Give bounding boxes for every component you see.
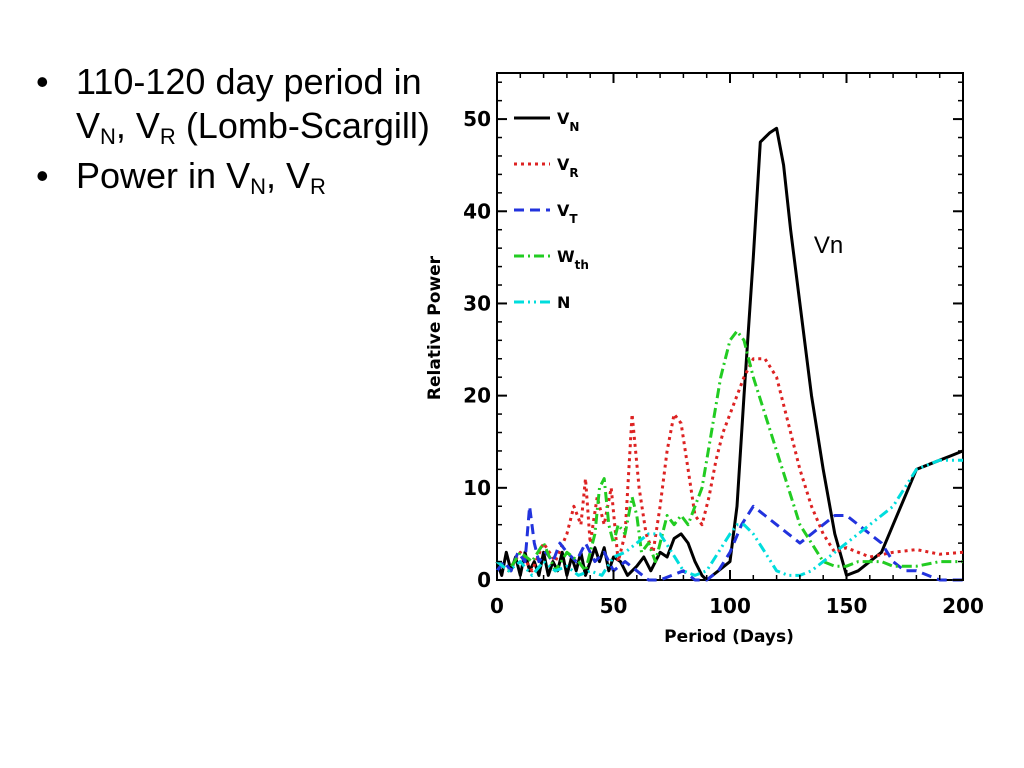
bullet-dot: • xyxy=(36,61,49,102)
y-tick-label: 30 xyxy=(463,291,491,315)
y-tick-label: 20 xyxy=(463,384,491,408)
legend-label: VR xyxy=(557,155,579,180)
legend-label: Wth xyxy=(557,247,589,272)
subscript: N xyxy=(100,124,116,149)
legend-subscript: th xyxy=(575,258,589,272)
bullet-text: 110-120 day period in V xyxy=(76,61,422,146)
series-line xyxy=(495,504,963,582)
legend-label: VN xyxy=(557,109,579,134)
series-line xyxy=(495,126,964,582)
plot-frame xyxy=(496,72,964,581)
bullet-text: , V xyxy=(265,155,310,196)
x-axis-label: Period (Days) xyxy=(664,627,794,647)
legend: VN VR VT Wth N xyxy=(514,109,589,312)
x-tick-label: 100 xyxy=(709,594,751,618)
bullet-dot: • xyxy=(36,155,49,196)
legend-subscript: T xyxy=(569,212,578,226)
series-line xyxy=(496,329,963,573)
bullet-text: (Lomb-Scargill) xyxy=(175,105,430,146)
annotation-label: Vn xyxy=(814,232,843,259)
bullet-text: , V xyxy=(115,105,160,146)
y-tick-label: 10 xyxy=(463,476,491,500)
x-tick-label: 200 xyxy=(942,594,984,618)
legend-label: N xyxy=(557,293,570,312)
subscript: R xyxy=(159,124,176,149)
legend-subscript: N xyxy=(569,120,579,134)
y-axis-label: Relative Power xyxy=(425,255,445,400)
subscript: N xyxy=(250,174,266,199)
plot-area xyxy=(496,72,964,581)
series-line xyxy=(496,357,964,573)
annotations: Vn xyxy=(814,232,843,259)
series-layer xyxy=(495,126,964,582)
subscript: R xyxy=(309,174,326,199)
y-tick-label: 40 xyxy=(463,199,491,223)
y-tick-label: 0 xyxy=(477,568,491,592)
x-tick-label: 50 xyxy=(600,594,628,618)
bullet-list: • 110-120 day period in VN, VR (Lomb-Scar… xyxy=(30,60,430,204)
axes-layer: 0 50 100 150 200 0 10 20 30 40 50 xyxy=(463,73,984,618)
y-tick-label: 50 xyxy=(463,107,491,131)
x-tick-label: 150 xyxy=(826,594,868,618)
legend-label: VT xyxy=(557,201,578,226)
x-tick-label: 0 xyxy=(490,594,504,618)
legend-subscript: R xyxy=(569,166,578,180)
series-line xyxy=(496,458,963,577)
bullet-item: • Power in VN, VR xyxy=(30,154,430,198)
bullet-item: • 110-120 day period in VN, VR (Lomb-Scar… xyxy=(30,60,430,148)
bullet-text: Power in V xyxy=(76,155,251,196)
